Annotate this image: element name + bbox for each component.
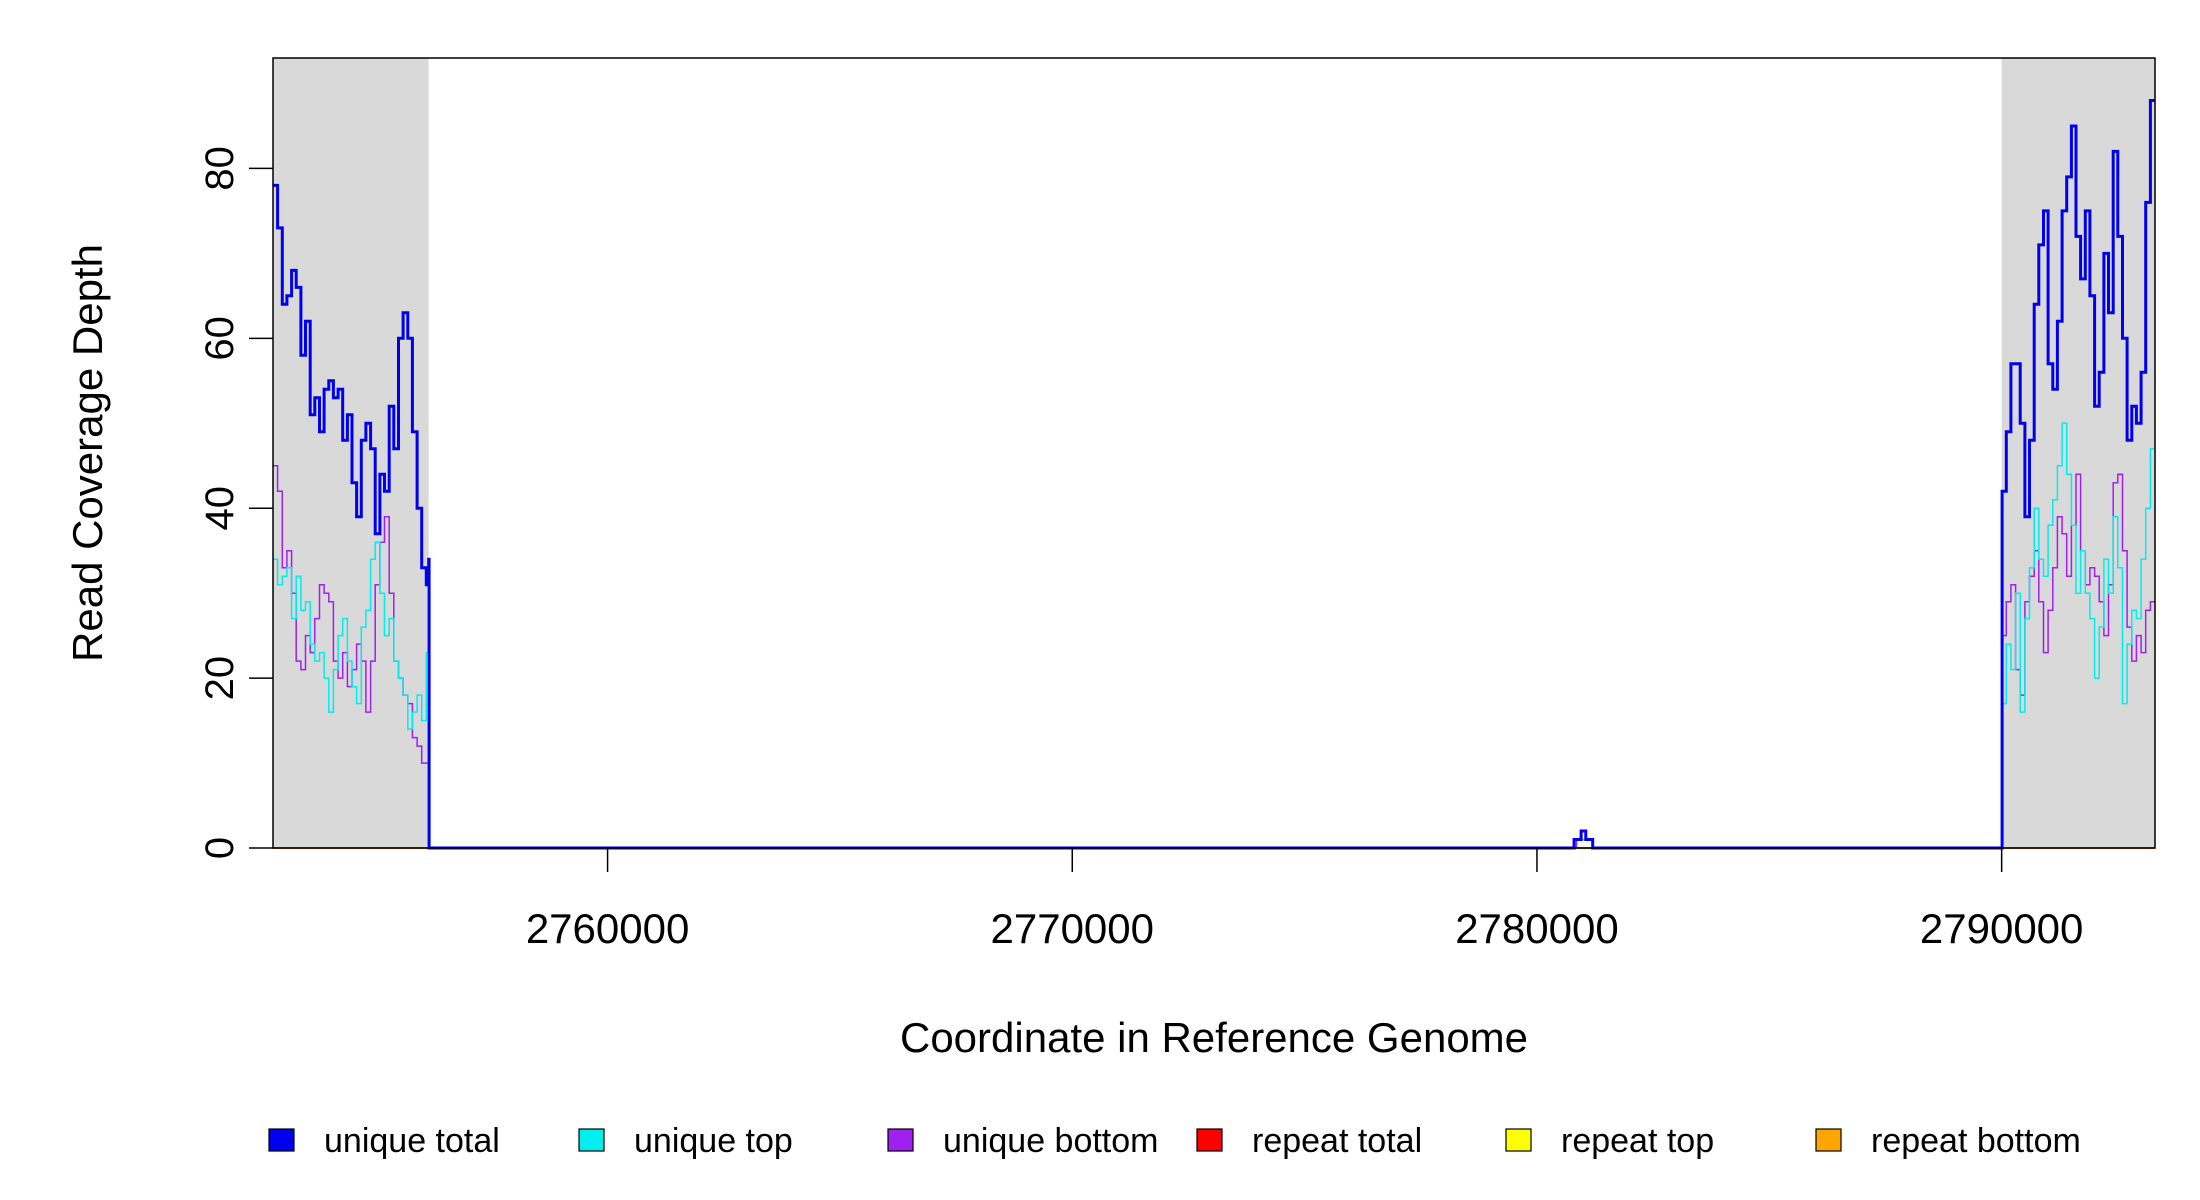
x-axis: 2760000 2770000 2780000 2790000 (526, 848, 2084, 952)
legend: unique total unique top unique bottom repea… (268, 1122, 2081, 1160)
legend-label: repeat top (1561, 1122, 1714, 1160)
legend-label: unique total (324, 1122, 500, 1160)
legend-label: repeat total (1252, 1122, 1422, 1160)
series-line-unique-bottom (273, 464, 2155, 849)
shaded-regions (273, 58, 2155, 848)
series-line-unique-total (273, 99, 2155, 850)
legend-label: repeat bottom (1871, 1122, 2081, 1160)
y-tick-label: 40 (198, 486, 242, 531)
y-tick-label: 0 (198, 837, 242, 859)
legend-swatch (1505, 1128, 1532, 1152)
legend-swatch (268, 1128, 295, 1152)
series-lines (273, 99, 2155, 850)
x-tick-label: 2760000 (526, 905, 690, 952)
x-tick-label: 2770000 (991, 905, 1155, 952)
y-tick-label: 80 (198, 146, 242, 191)
y-axis: 0 20 40 60 80 (198, 146, 273, 859)
y-tick-label: 20 (198, 656, 242, 701)
legend-label: unique top (634, 1122, 793, 1160)
legend-swatch (887, 1128, 914, 1152)
shaded-region-1 (2001, 58, 2155, 848)
y-axis-title: Read Coverage Depth (64, 244, 111, 662)
legend-label: unique bottom (943, 1122, 1159, 1160)
plot-frame (272, 57, 2156, 849)
x-axis-title: Coordinate in Reference Genome (900, 1014, 1528, 1061)
legend-swatch (1815, 1128, 1842, 1152)
x-tick-label: 2780000 (1455, 905, 1619, 952)
x-tick-label: 2790000 (1920, 905, 2084, 952)
series-line-unique-top (273, 422, 2155, 849)
legend-swatch (1196, 1128, 1223, 1152)
legend-swatch (578, 1128, 605, 1152)
y-tick-label: 60 (198, 316, 242, 361)
